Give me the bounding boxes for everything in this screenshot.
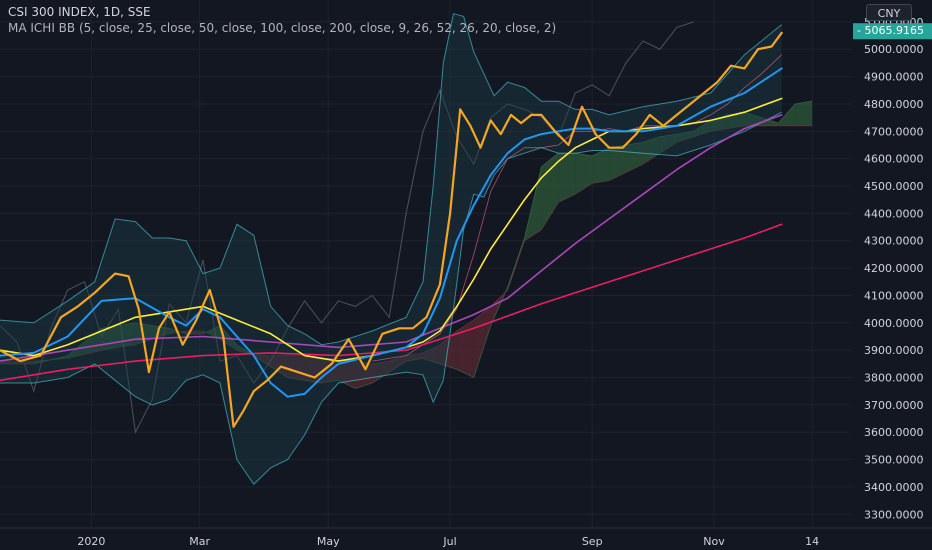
chikou-span — [0, 21, 694, 434]
kumo-segment — [727, 112, 745, 129]
last-price-marker — [853, 23, 932, 40]
y-tick-label: 3700.0000 — [864, 399, 924, 412]
moving-average-lines — [0, 31, 783, 428]
bollinger-lower — [0, 111, 782, 485]
kumo-segment — [169, 328, 187, 334]
y-tick-label: 4600.0000 — [864, 153, 924, 166]
kumo-segment — [676, 131, 694, 143]
kumo-segment — [795, 101, 813, 126]
kumo-segment — [626, 142, 643, 173]
price-axis[interactable]: 5100.00005000.00004900.00004800.00004700… — [852, 0, 932, 550]
y-tick-label: 3900.0000 — [864, 344, 924, 357]
symbol-title[interactable]: CSI 300 INDEX, 1D, SSE — [8, 5, 151, 19]
x-tick-label: 2020 — [77, 535, 105, 548]
chart-legend: CSI 300 INDEX, 1D, SSE MA ICHI BB (5, cl… — [8, 4, 556, 36]
kumo-segment — [270, 355, 288, 378]
kumo-segment — [761, 117, 779, 126]
y-tick-label: 3500.0000 — [864, 454, 924, 467]
y-tick-label: 4200.0000 — [864, 262, 924, 275]
kumo-segment — [423, 344, 440, 364]
kumo-segment — [541, 153, 559, 230]
x-tick-label: Mar — [189, 535, 210, 548]
y-tick-label: 4800.0000 — [864, 98, 924, 111]
x-tick-label: 14 — [805, 535, 819, 548]
kumo-segment — [710, 114, 728, 132]
kumo-segment — [575, 153, 593, 195]
kumo-segment — [693, 120, 711, 137]
kumo-segment — [355, 361, 373, 389]
kumo-segment — [67, 328, 102, 359]
kumo-segment — [0, 361, 34, 364]
y-tick-label: 3600.0000 — [864, 426, 924, 439]
senkou-span-b — [0, 125, 813, 365]
x-tick-label: Nov — [703, 535, 725, 548]
kumo-segment — [642, 136, 660, 165]
kumo-segment — [659, 134, 677, 154]
price-axis-bg — [852, 0, 932, 550]
kumo-segment — [609, 144, 627, 181]
x-tick-label: Sep — [582, 535, 603, 548]
kumo-segment — [439, 331, 457, 370]
kumo-segment — [456, 320, 474, 378]
grid-lines — [0, 0, 852, 528]
y-tick-label: 3300.0000 — [864, 508, 924, 521]
series-line-ma25 — [0, 67, 783, 398]
x-tick-label: May — [317, 535, 340, 548]
kumo-segment — [592, 147, 610, 184]
y-tick-label: 5000.0000 — [864, 43, 924, 56]
x-tick-label: Jul — [442, 535, 456, 548]
last-price-label: - 5065.9165 — [857, 24, 924, 38]
time-axis-bg — [0, 528, 932, 550]
y-tick-label: 3400.0000 — [864, 481, 924, 494]
kumo-segment — [558, 153, 576, 203]
kumo-segment — [389, 355, 407, 373]
series-line-ma100 — [0, 114, 783, 362]
y-tick-label: 4400.0000 — [864, 207, 924, 220]
indicator-title[interactable]: MA ICHI BB (5, close, 25, close, 50, clo… — [8, 21, 557, 35]
tenkan-line — [372, 54, 782, 362]
y-tick-label: 3800.0000 — [864, 372, 924, 385]
time-axis[interactable]: 2020 Mar May Jul Sep Nov 14 — [0, 527, 932, 550]
currency-badge[interactable]: CNY — [866, 4, 912, 21]
y-tick-label: 4500.0000 — [864, 180, 924, 193]
kumo-segment — [287, 355, 305, 381]
y-tick-label: 4000.0000 — [864, 317, 924, 330]
y-tick-label: 4100.0000 — [864, 289, 924, 302]
series-line-ma200 — [0, 223, 783, 382]
kumo-segment — [744, 112, 762, 126]
kumo-segment — [372, 361, 390, 384]
y-tick-label: 4300.0000 — [864, 235, 924, 248]
y-tick-label: 4900.0000 — [864, 71, 924, 84]
kumo-segment — [778, 103, 796, 126]
series-line-ma5 — [0, 31, 783, 428]
y-tick-label: 4700.0000 — [864, 125, 924, 138]
